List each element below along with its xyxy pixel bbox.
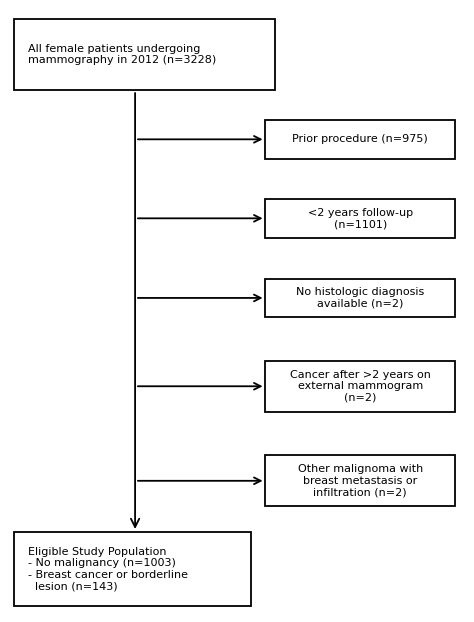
FancyBboxPatch shape — [265, 120, 455, 159]
FancyBboxPatch shape — [265, 455, 455, 506]
FancyBboxPatch shape — [265, 361, 455, 412]
Text: All female patients undergoing
mammography in 2012 (n=3228): All female patients undergoing mammograp… — [28, 44, 217, 65]
Text: Eligible Study Population
- No malignancy (n=1003)
- Breast cancer or borderline: Eligible Study Population - No malignanc… — [28, 547, 189, 592]
FancyBboxPatch shape — [14, 19, 275, 90]
Text: Prior procedure (n=975): Prior procedure (n=975) — [292, 134, 428, 144]
FancyBboxPatch shape — [265, 199, 455, 238]
FancyBboxPatch shape — [265, 279, 455, 317]
Text: Cancer after >2 years on
external mammogram
(n=2): Cancer after >2 years on external mammog… — [290, 369, 431, 403]
Text: No histologic diagnosis
available (n=2): No histologic diagnosis available (n=2) — [296, 287, 424, 309]
Text: Other malignoma with
breast metastasis or
infiltration (n=2): Other malignoma with breast metastasis o… — [298, 464, 423, 498]
FancyBboxPatch shape — [14, 532, 251, 606]
Text: <2 years follow-up
(n=1101): <2 years follow-up (n=1101) — [308, 208, 413, 229]
